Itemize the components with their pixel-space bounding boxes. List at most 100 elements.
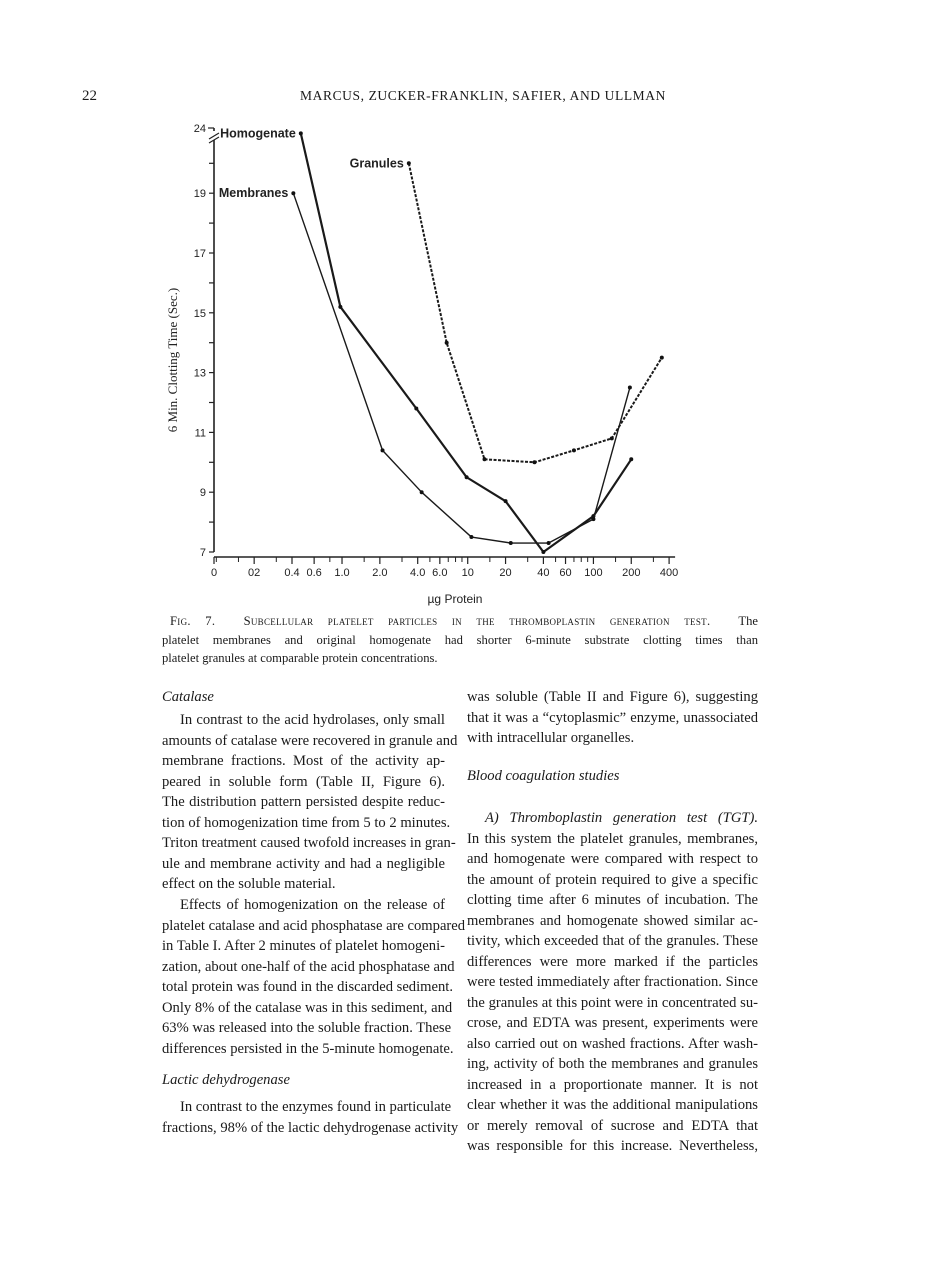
- series-label-membranes: Membranes: [219, 186, 289, 200]
- page-number: 22: [82, 88, 97, 104]
- text-line: Effects of homogenization on the release…: [180, 897, 445, 913]
- x-tick-label: 0.4: [284, 567, 299, 579]
- series-label-granules: Granules: [350, 156, 404, 170]
- y-tick-label: 13: [194, 368, 206, 380]
- text-line: The distribution pattern persisted despi…: [162, 794, 445, 810]
- data-point-granules: [532, 460, 537, 465]
- data-point-granules: [659, 355, 664, 360]
- series-line-membranes: [292, 192, 631, 544]
- data-point-homogenate: [464, 475, 469, 480]
- text-line: increased in a proportionate manner. It …: [467, 1076, 758, 1093]
- paragraph: was soluble (Table II and Figure 6), sug…: [467, 687, 758, 749]
- text-line: amounts of catalase were recovered in gr…: [162, 732, 458, 749]
- data-point-granules: [609, 436, 614, 441]
- text-line: differences were more marked if the part…: [467, 953, 758, 970]
- text-line: that it was a “cytoplasmic” enzyme, unas…: [467, 709, 758, 726]
- figure-label: Fig. 7.: [170, 614, 216, 628]
- x-tick-label: 1.0: [334, 567, 349, 579]
- text-line: tivity, which exceeded that of the granu…: [467, 933, 758, 949]
- x-tick-label: 10: [462, 567, 474, 579]
- x-axis-title: µg Protein: [428, 592, 483, 606]
- x-tick-label: 200: [622, 567, 640, 579]
- text-line: clotting time after 6 minutes of incubat…: [467, 892, 758, 908]
- text-line: In contrast to the acid hydrolases, only…: [180, 712, 445, 728]
- y-tick-label: 19: [194, 188, 206, 200]
- series-line-homogenate: [299, 133, 633, 554]
- caption-line: platelet granules at comparable protein …: [162, 651, 438, 665]
- data-point-membranes: [546, 541, 551, 546]
- data-point-homogenate: [541, 550, 546, 554]
- y-tick-label: 24: [194, 123, 206, 135]
- text-line: tion of homogenization time from 5 to 2 …: [162, 814, 451, 831]
- y-tick-label: 9: [200, 487, 206, 499]
- figure-title: Subcellular platelet particles in the th…: [243, 614, 711, 628]
- text-line: the granules at this point were in conce…: [467, 994, 758, 1011]
- section-heading-lactic-dehydrogenase: Lactic dehydrogenase: [162, 1072, 290, 1088]
- y-axis-title: 6 Min. Clotting Time (Sec.): [165, 288, 180, 432]
- y-tick-label: 11: [195, 427, 206, 439]
- text-line: ule and membrane activity and had a negl…: [162, 855, 445, 872]
- x-tick-label: 400: [660, 567, 678, 579]
- data-point-granules: [571, 448, 576, 453]
- data-point-homogenate: [298, 131, 303, 136]
- data-point-membranes: [469, 535, 474, 540]
- text-line: were tested immediately after fractionat…: [467, 974, 758, 990]
- data-point-membranes: [627, 385, 632, 390]
- text-line: In this system the platelet granules, me…: [467, 830, 758, 847]
- data-point-granules: [406, 161, 411, 166]
- text-line: differences persisted in the 5-minute ho…: [162, 1040, 454, 1057]
- data-point-membranes: [591, 517, 596, 522]
- section-heading-blood-coagulation: Blood coagulation studies: [467, 768, 620, 784]
- text-line: effect on the soluble material.: [162, 876, 336, 892]
- text-line: also carried out on washed fractions. Af…: [467, 1035, 758, 1052]
- data-point-homogenate: [414, 406, 419, 411]
- data-point-granules: [482, 457, 487, 462]
- text-line: platelet catalase and acid phosphatase a…: [162, 917, 466, 934]
- data-point-membranes: [419, 490, 424, 495]
- series-line-granules: [407, 163, 663, 464]
- text-line: and homogenate were compared with respec…: [467, 851, 758, 867]
- data-point-membranes: [508, 541, 513, 546]
- text-line: total protein was found in the discarded…: [162, 979, 453, 995]
- y-tick-label: 7: [200, 547, 206, 559]
- running-head: MARCUS, ZUCKER-FRANKLIN, SAFIER, AND ULL…: [300, 88, 666, 103]
- paragraph: Effects of homogenization on the release…: [162, 895, 466, 1059]
- x-tick-label: 40: [537, 567, 549, 579]
- paragraph: In contrast to the acid hydrolases, only…: [162, 710, 458, 895]
- section-heading-catalase: Catalase: [162, 689, 214, 705]
- x-tick-label: 20: [499, 567, 511, 579]
- x-tick-label: 02: [248, 567, 260, 579]
- text-line: was responsible for this increase. Never…: [467, 1138, 758, 1154]
- text-line: membranes and homogenate showed similar …: [467, 912, 758, 929]
- text-line: Only 8% of the catalase was in this sedi…: [162, 999, 453, 1016]
- data-point-granules: [444, 340, 449, 345]
- x-tick-label: 0.6: [306, 567, 321, 579]
- text-line: membrane fractions. Most of the activity…: [162, 753, 445, 769]
- x-tick-label: 100: [584, 567, 602, 579]
- text-line: clear whether it was the additional mani…: [467, 1097, 758, 1113]
- x-tick-label: 6.0: [432, 567, 447, 579]
- text-line: In contrast to the enzymes found in part…: [180, 1099, 452, 1115]
- data-point-homogenate: [338, 304, 343, 309]
- series-label-homogenate: Homogenate: [220, 126, 296, 140]
- caption-line: platelet membranes and original homogena…: [162, 632, 758, 647]
- axis-break-icon: [208, 132, 220, 144]
- text-line: the amount of protein required to give a…: [467, 871, 758, 888]
- paragraph: In this system the platelet granules, me…: [467, 829, 758, 1157]
- caption-text: The: [738, 614, 759, 628]
- x-tick-label: 60: [559, 567, 571, 579]
- y-tick-label: 15: [194, 308, 206, 320]
- x-tick-label: 0: [211, 567, 217, 579]
- data-point-membranes: [291, 191, 296, 196]
- text-line: or merely removal of sucrose and EDTA th…: [467, 1117, 758, 1134]
- x-tick-label: 4.0: [410, 567, 425, 579]
- text-line: was soluble (Table II and Figure 6), sug…: [467, 689, 758, 705]
- text-line: peared in soluble form (Table II, Figure…: [162, 773, 445, 790]
- text-line: with intracellular organelles.: [467, 730, 635, 746]
- text-line: Triton treatment caused twofold increase…: [162, 835, 456, 851]
- subsection-heading-tgt: A) Thromboplastin generation test (TGT).: [485, 810, 758, 826]
- text-line: 63% was released into the soluble fracti…: [162, 1020, 452, 1036]
- x-tick-label: 2.0: [372, 567, 387, 579]
- y-tick-label: 17: [194, 248, 206, 260]
- data-point-homogenate: [503, 499, 508, 504]
